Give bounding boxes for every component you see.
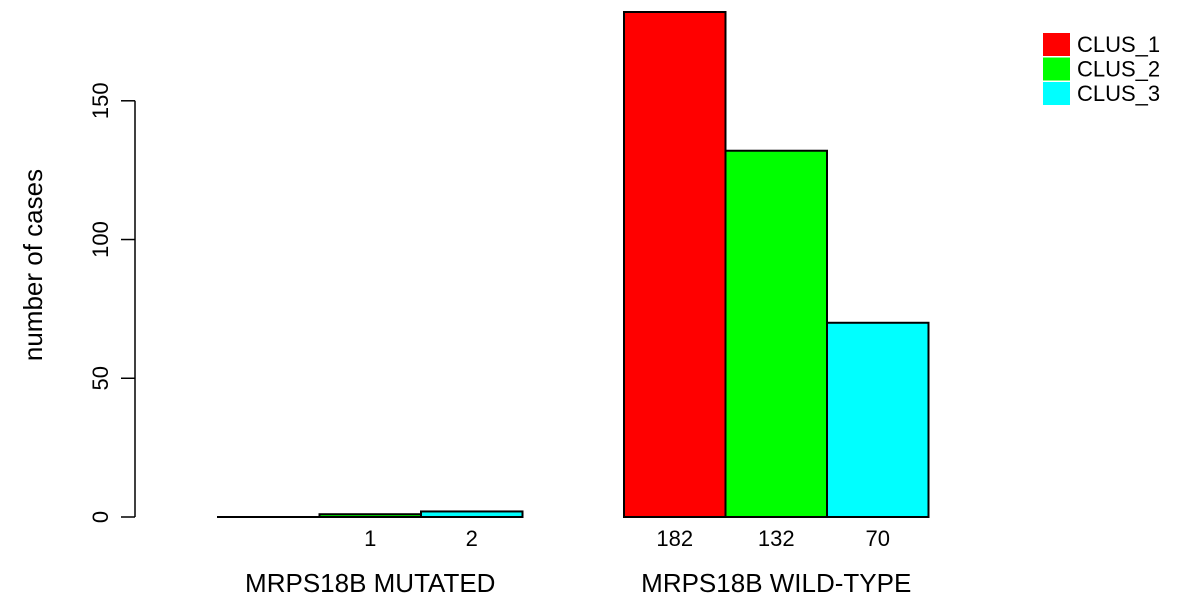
count-label: 70 <box>866 526 890 551</box>
legend-label: CLUS_3 <box>1077 81 1160 106</box>
bar-clus-2 <box>724 149 828 518</box>
legend-label: CLUS_1 <box>1077 32 1160 57</box>
y-tick-label: 150 <box>88 82 113 119</box>
legend-swatch <box>1043 33 1070 56</box>
bar-clus-3 <box>826 321 930 518</box>
legend-swatch <box>1043 82 1070 105</box>
y-axis-title: number of cases <box>18 169 48 361</box>
group-labels: MRPS18B MUTATED MRPS18B WILD-TYPE <box>245 568 911 598</box>
count-label: 132 <box>758 526 795 551</box>
bar-clus-3 <box>420 510 524 519</box>
group-label: MRPS18B MUTATED <box>245 568 495 598</box>
legend-swatch <box>1043 57 1070 81</box>
y-tick-label: 100 <box>88 221 113 258</box>
count-label: 2 <box>466 526 478 551</box>
count-label: 182 <box>656 526 693 551</box>
legend-label: CLUS_2 <box>1077 57 1160 82</box>
y-tick-label: 0 <box>88 511 113 523</box>
y-axis: 0 50 100 150 <box>88 82 136 523</box>
bar-clus-1 <box>623 11 727 518</box>
bars <box>217 11 930 519</box>
bar-clus-2 <box>318 513 422 519</box>
count-label: 1 <box>364 526 376 551</box>
y-tick-label: 50 <box>88 366 113 390</box>
count-labels: 1 2 182 132 70 <box>364 526 890 551</box>
group-label: MRPS18B WILD-TYPE <box>641 568 911 598</box>
